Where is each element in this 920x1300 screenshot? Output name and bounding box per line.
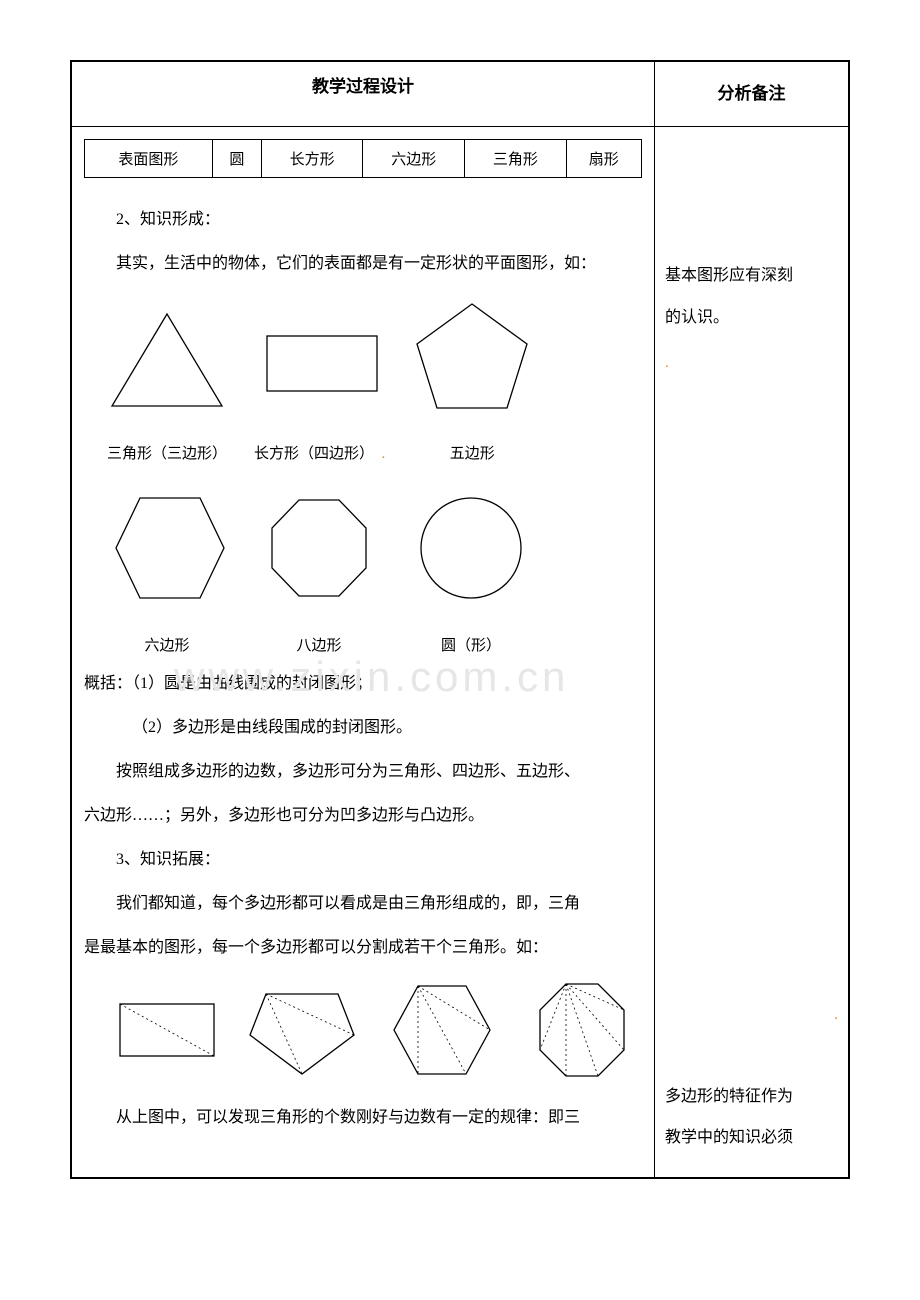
cell-circle: 圆 bbox=[212, 140, 261, 178]
octagon-icon bbox=[254, 488, 384, 608]
pentagon-label: 五边形 bbox=[407, 442, 537, 466]
content-body: 2、知识形成： 其实，生活中的物体，它们的表面都是有一定形状的平面图形，如： 三… bbox=[72, 190, 654, 1154]
note-line: 基本图形应有深刻 bbox=[665, 255, 838, 297]
para3b: 六边形……；另外，多边形也可分为凹多边形与凸边形。 bbox=[84, 796, 642, 836]
cell-rectangle: 长方形 bbox=[261, 140, 363, 178]
para3a: 按照组成多边形的边数，多边形可分为三角形、四边形、五边形、 bbox=[84, 752, 642, 792]
note-dot: . bbox=[834, 1007, 838, 1023]
polygon-split-row bbox=[112, 976, 642, 1084]
note-dot: . bbox=[665, 355, 669, 371]
note-line: 多边形的特征作为 bbox=[665, 1076, 838, 1118]
section2-title: 2、知识形成： bbox=[84, 200, 642, 240]
section3-title: 3、知识拓展： bbox=[84, 840, 642, 880]
table-row: 表面图形 圆 长方形 六边形 三角形 扇形 bbox=[85, 140, 642, 178]
watermark-text: www.zixin.com.cn bbox=[174, 624, 569, 729]
hexagon-icon bbox=[102, 488, 232, 608]
section3-line2: 是最基本的图形，每一个多边形都可以分割成若干个三角形。如： bbox=[84, 928, 642, 968]
section2-line1: 其实，生活中的物体，它们的表面都是有一定形状的平面图形，如： bbox=[84, 244, 642, 284]
header-left: 教学过程设计 bbox=[71, 61, 655, 127]
rect-split-icon bbox=[112, 990, 222, 1070]
section3-line1: 我们都知道，每个多边形都可以看成是由三角形组成的，即，三角 bbox=[84, 884, 642, 924]
shapes-table: 表面图形 圆 长方形 六边形 三角形 扇形 bbox=[84, 139, 642, 178]
header-right: 分析备注 bbox=[655, 61, 850, 127]
rectangle-block: 长方形（四边形） . bbox=[254, 306, 385, 466]
notes-cell: 基本图形应有深刻 的认识。 . . 多边形的特征作为 教学中的知识必须 bbox=[655, 127, 850, 1178]
cell-triangle: 三角形 bbox=[465, 140, 567, 178]
triangle-icon bbox=[102, 306, 232, 416]
lesson-plan-table: 教学过程设计 分析备注 表面图形 圆 长方形 六边形 三角形 扇形 2、知识形成… bbox=[70, 60, 850, 1179]
header-row: 教学过程设计 分析备注 bbox=[71, 61, 849, 127]
shapes-row-1: 三角形（三边形） 长方形（四边形） . 五边形 bbox=[102, 296, 642, 466]
cell-sector: 扇形 bbox=[566, 140, 641, 178]
triangle-block: 三角形（三边形） bbox=[102, 306, 232, 466]
section3-conclusion: 从上图中，可以发现三角形的个数刚好与边数有一定的规律：即三 bbox=[84, 1098, 642, 1138]
note-line: 教学中的知识必须 bbox=[665, 1117, 838, 1159]
cell-shape-type: 表面图形 bbox=[85, 140, 213, 178]
note-line: 的认识。 bbox=[665, 297, 838, 339]
octagon-split-icon bbox=[522, 976, 642, 1084]
rectangle-label: 长方形（四边形） . bbox=[254, 442, 385, 466]
hexagon-split-icon bbox=[382, 976, 502, 1084]
pentagon-split-icon bbox=[242, 980, 362, 1080]
pentagon-block: 五边形 bbox=[407, 296, 537, 466]
rectangle-icon bbox=[255, 306, 385, 416]
cell-hexagon: 六边形 bbox=[363, 140, 465, 178]
circle-icon bbox=[406, 488, 536, 608]
triangle-label: 三角形（三边形） bbox=[102, 442, 232, 466]
pentagon-icon bbox=[407, 296, 537, 416]
main-content-cell: 表面图形 圆 长方形 六边形 三角形 扇形 2、知识形成： 其实，生活中的物体，… bbox=[71, 127, 655, 1178]
